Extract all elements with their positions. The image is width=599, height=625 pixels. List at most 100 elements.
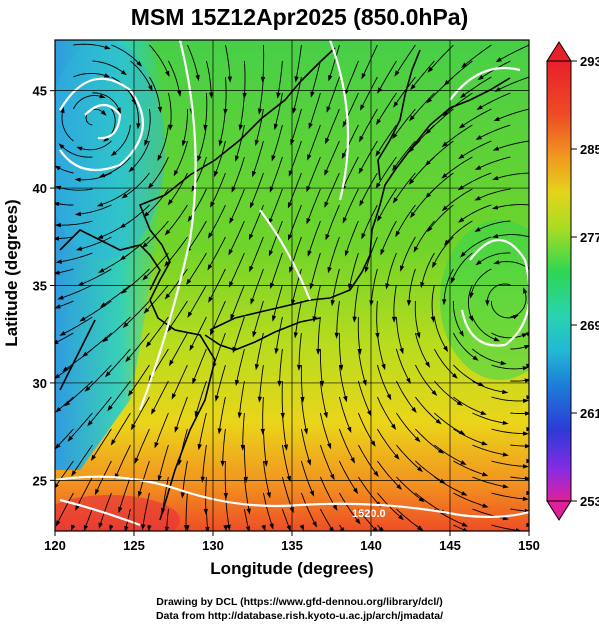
- streamline: [204, 92, 208, 128]
- streamline-arrowhead: [493, 116, 500, 122]
- streamline-arrowhead: [441, 173, 448, 179]
- streamline: [166, 268, 188, 298]
- streamline-arrowhead: [137, 491, 143, 498]
- streamline: [205, 476, 207, 513]
- streamline: [453, 332, 477, 360]
- streamline-arrowhead: [167, 199, 173, 206]
- streamline: [202, 444, 207, 480]
- streamline-arrowhead: [394, 453, 400, 460]
- colorbar-tick-labels: 293 285 277 269 261 253: [571, 54, 599, 509]
- streamline-arrowhead: [307, 250, 312, 257]
- streamline-arrowhead: [94, 488, 100, 496]
- streamline-arrowhead: [456, 400, 463, 406]
- streamline-arrowhead: [410, 211, 416, 219]
- streamline: [308, 220, 321, 255]
- streamline-arrowhead: [475, 135, 482, 140]
- streamline-arrowhead: [392, 197, 398, 204]
- streamline: [491, 396, 527, 402]
- streamline-arrowhead: [55, 165, 61, 171]
- streamline: [496, 261, 529, 270]
- streamline-arrowhead: [141, 524, 146, 531]
- streamline-arrowhead: [502, 420, 509, 425]
- streamline-arrowhead: [352, 316, 357, 323]
- streamline: [270, 156, 283, 191]
- streamline-arrowhead: [207, 264, 213, 271]
- streamline-arrowhead: [303, 428, 308, 435]
- streamline-arrowhead: [406, 300, 412, 307]
- streamline: [126, 332, 150, 361]
- streamline: [253, 300, 264, 335]
- streamline: [411, 188, 435, 216]
- streamline-arrowhead: [208, 232, 213, 239]
- streamline-arrowhead: [526, 458, 529, 464]
- streamline: [262, 428, 267, 464]
- streamline-arrowhead: [460, 460, 467, 465]
- streamline: [317, 316, 321, 352]
- streamline-arrowhead: [205, 526, 210, 531]
- streamline-arrowhead: [458, 153, 465, 160]
- streamline-arrowhead: [307, 154, 312, 161]
- streamline: [319, 444, 334, 478]
- streamline: [99, 492, 112, 527]
- streamline: [490, 300, 517, 319]
- streamline: [77, 172, 112, 181]
- streamline-arrowhead: [104, 45, 111, 50]
- streamline-arrowhead: [164, 293, 171, 300]
- streamline: [224, 44, 231, 80]
- streamline: [115, 444, 131, 477]
- streamline: [172, 364, 188, 397]
- streamline-arrowhead: [417, 525, 424, 531]
- streamline: [208, 236, 226, 269]
- streamline-arrowhead: [82, 351, 89, 357]
- streamline: [376, 300, 379, 336]
- streamline: [298, 332, 302, 368]
- streamline-arrowhead: [364, 266, 369, 273]
- streamline: [338, 396, 351, 431]
- lat-lon-grid: [55, 40, 529, 531]
- colorbar-tick-label: 277: [580, 230, 599, 245]
- x-tick-label: 130: [202, 538, 224, 553]
- streamline-arrowhead: [55, 270, 60, 275]
- streamline: [262, 492, 273, 527]
- streamline-arrowhead: [425, 361, 430, 368]
- streamline: [396, 412, 419, 441]
- streamline: [182, 460, 188, 496]
- streamline: [195, 380, 207, 415]
- streamline: [281, 508, 291, 529]
- streamline: [232, 156, 245, 191]
- streamline: [451, 252, 473, 282]
- colorbar: 293 285 277 269 261 253: [546, 41, 599, 521]
- streamline-arrowhead: [57, 295, 64, 300]
- streamline: [491, 492, 526, 500]
- streamline: [443, 124, 473, 146]
- streamline-arrowhead: [459, 92, 466, 99]
- streamline-arrowhead: [339, 527, 345, 531]
- streamline: [357, 348, 366, 384]
- streamline: [376, 364, 391, 398]
- streamline: [310, 252, 321, 287]
- y-tick-label: 35: [33, 279, 47, 294]
- streamline-arrowhead: [266, 492, 271, 499]
- streamline-arrowhead: [398, 514, 404, 521]
- streamline: [167, 300, 188, 331]
- streamline-arrowhead: [502, 389, 509, 394]
- streamline-arrowhead: [141, 242, 148, 249]
- streamline: [342, 156, 359, 189]
- streamline-arrowhead: [71, 524, 76, 531]
- streamline: [307, 124, 321, 158]
- streamline-arrowhead: [361, 73, 366, 80]
- streamline-arrowhead: [252, 331, 257, 338]
- y-tick-label: 45: [33, 84, 47, 99]
- streamline: [309, 92, 321, 127]
- streamline-arrowhead: [223, 492, 228, 499]
- streamline: [477, 252, 511, 264]
- streamline-arrowhead: [460, 251, 466, 258]
- streamline-arrowhead: [358, 167, 364, 174]
- streamline-arrowhead: [230, 313, 235, 321]
- streamline-arrowhead: [361, 233, 366, 240]
- streamline: [229, 252, 245, 286]
- streamline: [64, 348, 93, 371]
- streamline-arrowhead: [76, 146, 83, 151]
- streamline-arrowhead: [392, 164, 398, 171]
- streamline-arrowhead: [390, 423, 397, 430]
